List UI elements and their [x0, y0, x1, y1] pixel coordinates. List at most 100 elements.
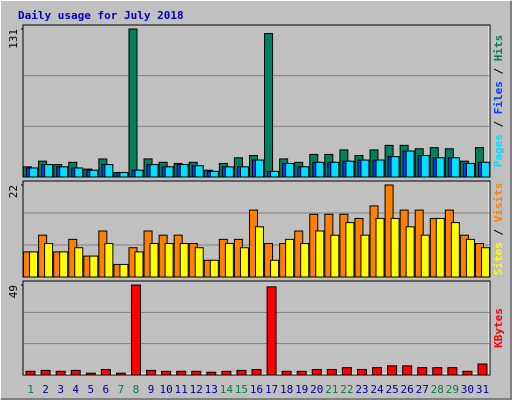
bar: [345, 222, 355, 278]
bar: [285, 238, 295, 278]
bar: [462, 370, 473, 376]
x-tick-label: 3: [57, 383, 64, 396]
bar: [435, 217, 445, 278]
bar: [360, 234, 370, 278]
x-tick-label: 15: [235, 383, 248, 396]
bar: [239, 166, 249, 178]
bar: [164, 243, 174, 278]
x-tick-label: 31: [476, 383, 489, 396]
x-tick-label: 13: [205, 383, 218, 396]
bar: [164, 166, 174, 178]
x-tick-label: 12: [190, 383, 203, 396]
bar: [300, 243, 310, 278]
bar: [326, 368, 337, 376]
bar: [465, 162, 475, 178]
legend-separator: /: [492, 222, 505, 242]
bar: [239, 247, 249, 278]
bar: [311, 368, 322, 376]
bar: [85, 372, 96, 376]
bar: [70, 369, 81, 376]
bar: [89, 169, 99, 178]
x-tick-label: 22: [340, 383, 353, 396]
bar: [44, 164, 54, 178]
bar: [40, 369, 51, 376]
x-tick-label: 18: [280, 383, 293, 396]
bar: [330, 234, 340, 278]
bar: [104, 164, 114, 178]
x-tick-label: 17: [265, 383, 278, 396]
bar: [134, 169, 144, 178]
bar: [375, 217, 385, 278]
bar: [179, 164, 189, 178]
x-tick-label: 26: [401, 383, 414, 396]
x-tick-label: 24: [370, 383, 384, 396]
bar: [345, 160, 355, 178]
bar: [480, 247, 490, 278]
bar: [176, 370, 187, 376]
bar: [194, 247, 204, 278]
bar: [236, 369, 247, 376]
bar: [115, 372, 126, 376]
legend-entry: Visits: [492, 183, 505, 223]
bar: [179, 243, 189, 278]
bar: [100, 368, 111, 376]
bar: [59, 166, 69, 178]
bar: [25, 370, 36, 376]
bar: [390, 156, 400, 178]
bar: [447, 367, 458, 376]
x-tick-label: 29: [446, 383, 459, 396]
legend-separator: /: [492, 61, 505, 81]
bar: [330, 161, 340, 178]
x-tick-label: 5: [87, 383, 94, 396]
legend-entry: Pages: [492, 134, 505, 167]
x-tick-label: 27: [416, 383, 429, 396]
bar: [209, 170, 219, 178]
bar: [417, 367, 428, 376]
bar: [255, 226, 264, 278]
bar: [29, 251, 39, 278]
bar: [74, 167, 84, 178]
plot-area: [22, 280, 491, 376]
bar: [315, 161, 325, 178]
bar: [255, 159, 264, 178]
bar: [420, 155, 430, 178]
bar: [29, 167, 39, 178]
bar: [480, 161, 490, 178]
bar: [89, 255, 99, 278]
x-tick-label: 21: [325, 383, 338, 396]
bar: [465, 238, 475, 278]
y-tick-label: 131: [7, 29, 20, 49]
y-tick-label: 49: [7, 285, 20, 298]
bar: [191, 370, 202, 376]
bar: [264, 33, 274, 178]
bar: [266, 286, 277, 376]
bar: [270, 259, 280, 278]
bar: [146, 369, 157, 376]
x-tick-label: 28: [431, 383, 444, 396]
x-tick-label: 1: [27, 383, 34, 396]
bar: [390, 217, 400, 278]
bar: [74, 247, 84, 278]
bar: [59, 251, 69, 278]
bar: [104, 243, 114, 278]
bar: [360, 159, 370, 178]
bar: [402, 365, 413, 376]
x-tick-label: 16: [250, 383, 263, 396]
bar: [477, 363, 488, 376]
legend: Pages / Files / Hits: [492, 35, 505, 168]
x-tick-label: 11: [175, 383, 188, 396]
bar: [149, 164, 159, 178]
bar: [221, 370, 232, 376]
x-tick-label: 6: [103, 383, 110, 396]
chart-title: Daily usage for July 2018: [18, 9, 184, 22]
bar: [149, 243, 159, 278]
legend: Sites / Visits: [492, 183, 505, 276]
bar: [285, 162, 295, 178]
x-tick-label: 14: [220, 383, 234, 396]
x-tick-label: 7: [118, 383, 125, 396]
bar: [206, 371, 217, 376]
bar: [450, 157, 460, 178]
bar: [209, 259, 219, 278]
